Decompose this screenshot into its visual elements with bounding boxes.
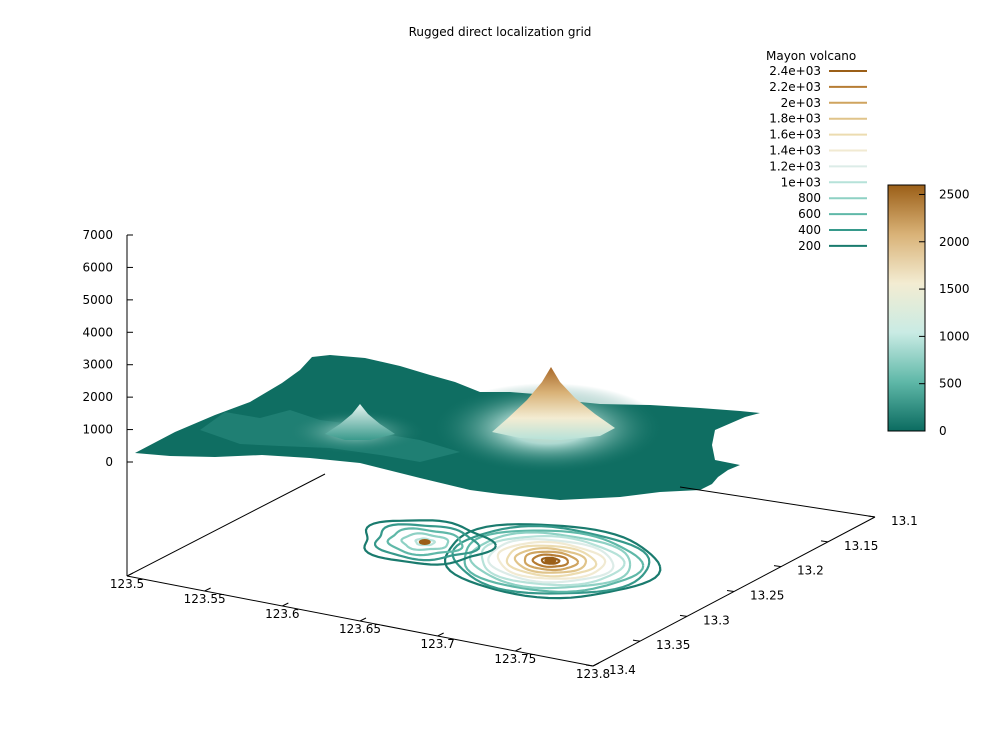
z-tick-label: 2000 [82, 390, 113, 404]
y-tick-label: 13.35 [656, 638, 690, 652]
legend-label: 800 [798, 191, 821, 205]
x-tick [359, 617, 367, 622]
legend-title: Mayon volcano [766, 49, 856, 63]
contour-line [540, 556, 561, 565]
legend-label: 2.2e+03 [769, 80, 821, 94]
y-tick [679, 614, 688, 617]
contour-line [463, 529, 645, 593]
y-tick [632, 639, 641, 642]
y-tick [773, 565, 782, 568]
contour-line [523, 550, 580, 572]
legend-label: 200 [798, 239, 821, 253]
contour-peak [418, 538, 431, 545]
contour-line [374, 523, 481, 562]
y-tick-label: 13.15 [844, 539, 878, 553]
z-tick-label: 7000 [82, 228, 113, 242]
x-tick [204, 587, 211, 592]
y-tick-label: 13.1 [891, 514, 918, 528]
legend-label: 1.2e+03 [769, 159, 821, 173]
colorbar-tick-label: 2000 [939, 235, 970, 249]
z-tick-label: 4000 [82, 325, 113, 339]
z-tick-label: 0 [105, 455, 113, 469]
colorbar-tick-label: 1500 [939, 282, 970, 296]
colorbar-tick-label: 2500 [939, 187, 970, 201]
y-tick-label: 13.3 [703, 613, 730, 627]
y-tick [820, 540, 829, 543]
x-tick-label: 123.8 [576, 667, 610, 681]
legend-label: 1.4e+03 [769, 144, 821, 158]
colorbar [887, 184, 926, 432]
contour-line [531, 553, 569, 568]
colorbar-tick-label: 1000 [939, 329, 970, 343]
contour-line [513, 547, 588, 574]
colorbar-tick-label: 0 [939, 424, 947, 438]
legend-label: 1e+03 [781, 175, 821, 189]
contour-line [414, 537, 437, 547]
peak-cone-secondary [325, 404, 395, 440]
contour-line [487, 537, 615, 584]
right-axis-line [679, 486, 876, 518]
z-tick-label: 1000 [82, 423, 113, 437]
surface [135, 355, 760, 500]
legend-label: 2e+03 [781, 96, 821, 110]
contour-line [386, 527, 464, 557]
x-tick-label: 123.75 [494, 652, 536, 666]
y-tick-label: 13.2 [797, 564, 824, 578]
x-tick [592, 662, 600, 667]
back-axis-line [126, 473, 326, 577]
contour-line [496, 540, 607, 580]
legend-label: 2.4e+03 [769, 64, 821, 78]
chart-title: Rugged direct localization grid [409, 25, 592, 39]
colorbar-ticks: 0 500 1000 1500 2000 2500 [919, 187, 970, 438]
x-tick [515, 647, 522, 652]
x-tick [126, 572, 134, 577]
y-tick [726, 590, 735, 592]
x-tick [437, 632, 444, 637]
legend-label: 400 [798, 223, 821, 237]
contour-line [443, 523, 662, 600]
x-tick-label: 123.55 [184, 592, 226, 606]
z-tick-label: 3000 [82, 358, 113, 372]
contour-line [400, 532, 450, 552]
x-tick-label: 123.6 [265, 607, 299, 621]
z-tick-label: 5000 [82, 293, 113, 307]
legend: 2.4e+03 2.2e+03 2e+03 1.8e+03 1.6e+03 1.4e+03… [769, 64, 867, 253]
contour-line [363, 519, 497, 566]
x-tick-label: 123.5 [110, 577, 144, 591]
z-tick-label: 6000 [82, 260, 113, 274]
x-tick [282, 602, 289, 607]
contour-peak [544, 557, 557, 564]
peak-cone [492, 367, 615, 440]
x-tick-label: 123.7 [420, 637, 454, 651]
legend-label: 1.6e+03 [769, 128, 821, 142]
ticks: 0 1000 2000 3000 4000 5000 6000 7000 123.5 123.55… [82, 228, 917, 681]
y-tick-label: 13.4 [609, 663, 636, 677]
x-tick-label: 123.65 [339, 622, 381, 636]
contour-line [480, 534, 626, 587]
contour-line [505, 544, 598, 578]
y-tick [867, 515, 876, 518]
contours [363, 519, 662, 600]
legend-label: 1.8e+03 [769, 112, 821, 126]
legend-label: 600 [798, 207, 821, 221]
y-tick [585, 664, 594, 667]
y-tick-label: 13.25 [750, 589, 784, 603]
colorbar-tick-label: 500 [939, 377, 962, 391]
